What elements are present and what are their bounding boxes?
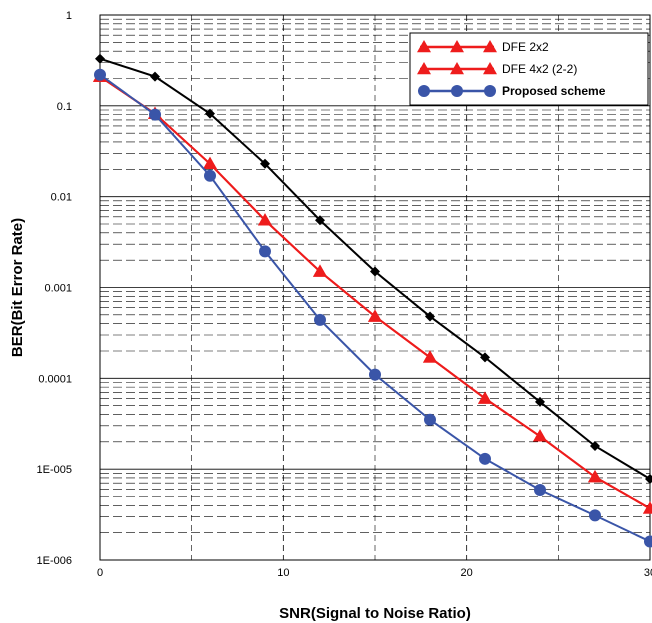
legend-item: DFE 4x2 (2-2) xyxy=(417,62,577,76)
x-axis-title: SNR(Signal to Noise Ratio) xyxy=(279,605,471,622)
data-point xyxy=(313,264,327,277)
data-point xyxy=(150,71,160,82)
data-point xyxy=(479,452,491,465)
x-tick-label: 0 xyxy=(97,567,103,579)
data-point xyxy=(204,169,216,182)
legend-marker xyxy=(483,62,497,75)
legend-marker xyxy=(450,40,464,53)
legend-marker xyxy=(451,85,463,97)
data-point xyxy=(589,509,601,522)
x-tick-label: 10 xyxy=(277,567,289,579)
data-point xyxy=(590,440,600,451)
data-point xyxy=(588,469,602,483)
legend-marker xyxy=(418,85,430,97)
series-3 xyxy=(94,68,652,548)
data-point xyxy=(533,429,547,442)
x-tick-label: 30 xyxy=(644,567,652,579)
legend-label: DFE 2x2 xyxy=(502,40,549,54)
y-tick-label: 1 xyxy=(66,10,72,22)
legend-item: Proposed scheme xyxy=(418,84,606,98)
y-axis-title: BER(Bit Error Rate) xyxy=(9,218,26,357)
data-point xyxy=(260,158,270,169)
series-layer xyxy=(93,53,652,548)
plot-frame xyxy=(99,14,651,561)
legend-marker xyxy=(417,62,431,75)
y-tick-label: 0.1 xyxy=(57,101,72,113)
data-point xyxy=(259,245,271,258)
legend-marker xyxy=(484,85,496,97)
data-point xyxy=(478,391,492,404)
y-tick-label: 0.01 xyxy=(51,192,72,204)
data-point xyxy=(423,350,437,363)
y-tick-label: 1E-005 xyxy=(37,464,72,476)
data-point xyxy=(425,311,435,322)
data-point xyxy=(203,156,217,170)
legend: DFE 2x2 DFE 4x2 (2-2) Proposed scheme xyxy=(409,32,649,106)
series-0 xyxy=(95,53,652,484)
legend-marker xyxy=(417,40,431,53)
data-point xyxy=(369,368,381,381)
legend-item: DFE 2x2 xyxy=(417,40,549,54)
data-point xyxy=(205,108,215,119)
x-tick-label: 20 xyxy=(461,567,473,579)
legend-marker xyxy=(450,62,464,75)
data-point xyxy=(643,501,652,514)
data-point xyxy=(314,313,326,326)
y-tick-label: 0.001 xyxy=(44,283,72,295)
data-point xyxy=(370,266,380,277)
data-point xyxy=(644,535,652,548)
legend-label: DFE 4x2 (2-2) xyxy=(502,62,577,76)
y-tick-labels: 1 0.1 0.01 0.001 0.0001 1E-005 1E-006 xyxy=(37,10,72,567)
series-line xyxy=(99,75,651,510)
y-tick-label: 0.0001 xyxy=(38,373,72,385)
data-point xyxy=(645,473,652,484)
data-point xyxy=(95,53,105,64)
data-point xyxy=(258,213,272,226)
data-point xyxy=(94,68,106,81)
data-point xyxy=(480,352,490,363)
series-line xyxy=(99,75,651,510)
y-tick-label: 1E-006 xyxy=(37,555,72,567)
data-point xyxy=(368,309,382,322)
x-tick-labels: 0 10 20 30 xyxy=(97,567,652,579)
data-point xyxy=(534,483,546,496)
legend-marker xyxy=(483,40,497,53)
data-point xyxy=(424,413,436,426)
data-point xyxy=(149,108,161,121)
legend-label: Proposed scheme xyxy=(502,84,606,98)
data-point xyxy=(315,215,325,226)
data-point xyxy=(535,396,545,407)
